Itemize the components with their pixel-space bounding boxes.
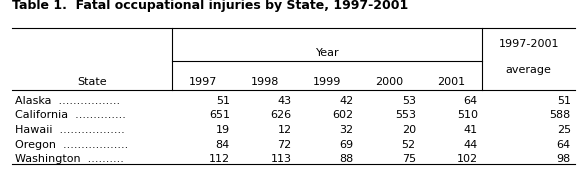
- Text: 72: 72: [278, 140, 292, 150]
- Text: 75: 75: [402, 155, 416, 164]
- Text: 41: 41: [464, 125, 478, 135]
- Text: California  ..............: California ..............: [15, 110, 126, 120]
- Text: 588: 588: [549, 110, 571, 120]
- Text: Year: Year: [315, 48, 339, 58]
- Text: 42: 42: [339, 96, 354, 105]
- Text: Oregon  ..................: Oregon ..................: [15, 140, 128, 150]
- Text: 52: 52: [402, 140, 416, 150]
- Text: Table 1.  Fatal occupational injuries by State, 1997-2001: Table 1. Fatal occupational injuries by …: [12, 0, 408, 12]
- Text: Hawaii  ..................: Hawaii ..................: [15, 125, 124, 135]
- Text: 2001: 2001: [437, 77, 465, 86]
- Text: 1997: 1997: [189, 77, 218, 86]
- Text: 51: 51: [556, 96, 571, 105]
- Text: 69: 69: [340, 140, 354, 150]
- Text: 64: 64: [464, 96, 478, 105]
- Text: 510: 510: [457, 110, 478, 120]
- Text: 113: 113: [271, 155, 292, 164]
- Text: 88: 88: [339, 155, 354, 164]
- Text: 20: 20: [402, 125, 416, 135]
- Text: 112: 112: [209, 155, 230, 164]
- Text: 102: 102: [457, 155, 478, 164]
- Text: 553: 553: [395, 110, 416, 120]
- Text: 25: 25: [556, 125, 571, 135]
- Text: State: State: [77, 77, 107, 86]
- Text: average: average: [506, 65, 552, 75]
- Text: 2000: 2000: [375, 77, 403, 86]
- Text: Alaska  .................: Alaska .................: [15, 96, 120, 105]
- Text: 51: 51: [216, 96, 230, 105]
- Text: 64: 64: [556, 140, 571, 150]
- Text: 84: 84: [215, 140, 230, 150]
- Text: 1999: 1999: [313, 77, 342, 86]
- Text: 43: 43: [278, 96, 292, 105]
- Text: Washington  ..........: Washington ..........: [15, 155, 123, 164]
- Text: 53: 53: [402, 96, 416, 105]
- Text: 1998: 1998: [251, 77, 279, 86]
- Text: 1997-2001: 1997-2001: [498, 39, 559, 49]
- Text: 98: 98: [556, 155, 571, 164]
- Text: 626: 626: [271, 110, 292, 120]
- Text: 44: 44: [464, 140, 478, 150]
- Text: 32: 32: [340, 125, 354, 135]
- Text: 602: 602: [333, 110, 354, 120]
- Text: 19: 19: [215, 125, 230, 135]
- Text: 651: 651: [209, 110, 230, 120]
- Text: 12: 12: [278, 125, 292, 135]
